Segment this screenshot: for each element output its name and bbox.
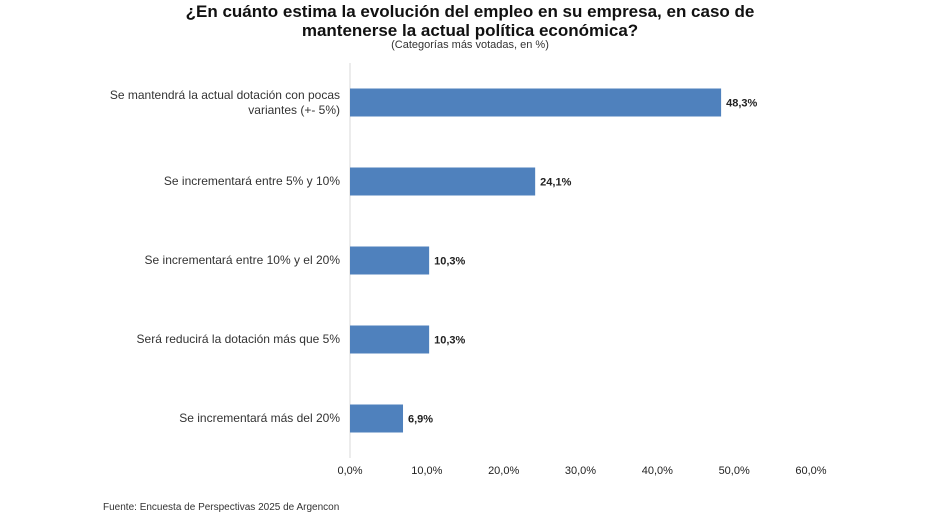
category-label: Se incrementará entre 10% y el 20%: [144, 253, 340, 267]
category-label: Se incrementará entre 5% y 10%: [163, 174, 340, 188]
chart-title: ¿En cuánto estima la evolución del emple…: [185, 2, 755, 40]
x-tick-label: 30,0%: [565, 465, 596, 477]
x-tick-label: 20,0%: [488, 465, 519, 477]
bar: [350, 167, 536, 196]
value-label: 10,3%: [434, 255, 465, 267]
bar: [350, 88, 722, 117]
source-note: Fuente: Encuesta de Perspectivas 2025 de…: [103, 502, 340, 513]
category-label: Se mantendrá la actual dotación con poca…: [109, 87, 340, 117]
value-label: 6,9%: [408, 413, 433, 425]
value-label: 24,1%: [540, 176, 571, 188]
bar: [350, 404, 404, 433]
x-tick-label: 50,0%: [719, 465, 750, 477]
bar: [350, 246, 430, 275]
value-label: 48,3%: [726, 97, 757, 109]
x-tick-label: 0,0%: [337, 465, 362, 477]
chart-subtitle: (Categorías más votadas, en %): [391, 39, 549, 51]
x-tick-label: 60,0%: [795, 465, 826, 477]
x-tick-label: 10,0%: [411, 465, 442, 477]
x-tick-label: 40,0%: [642, 465, 673, 477]
bar: [350, 325, 430, 354]
category-label: Será reducirá la dotación más que 5%: [136, 332, 340, 346]
value-label: 10,3%: [434, 334, 465, 346]
category-label: Se incrementará más del 20%: [179, 411, 340, 425]
